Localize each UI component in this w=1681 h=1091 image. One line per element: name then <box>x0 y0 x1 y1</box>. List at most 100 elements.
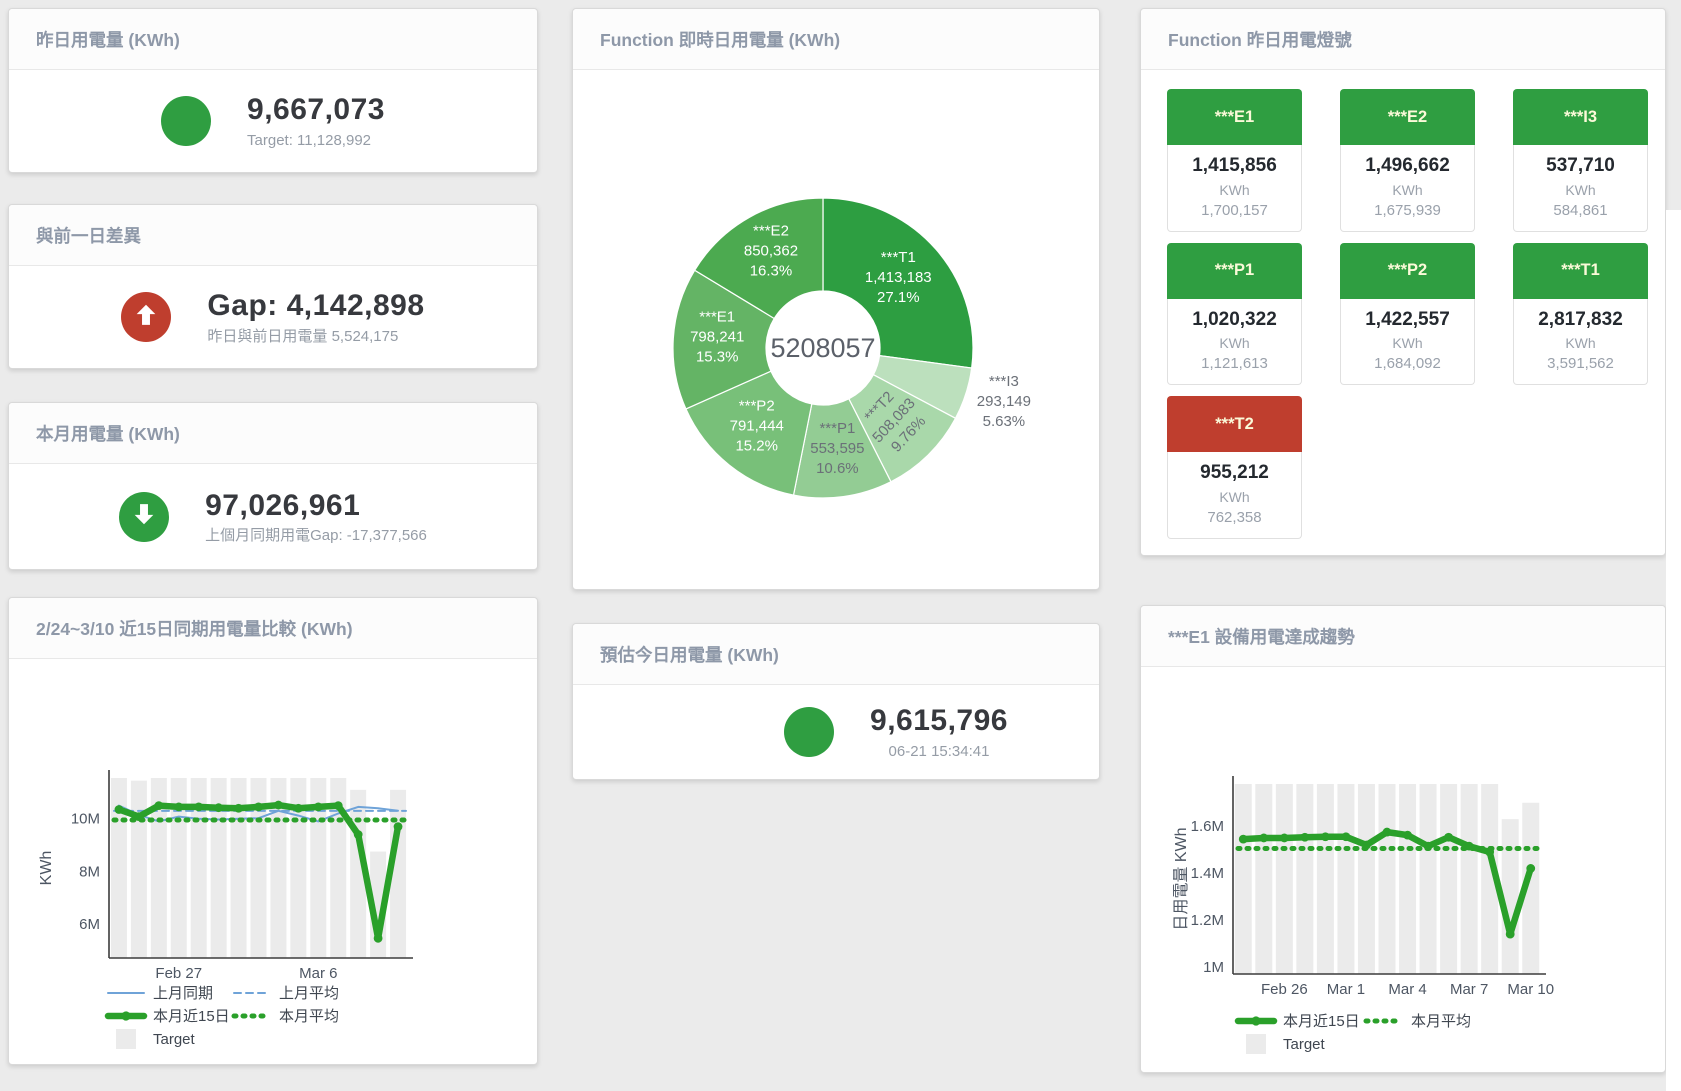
tile-i3-value: 537,710 <box>1546 155 1615 176</box>
svg-text:日用電量 KWh: 日用電量 KWh <box>1173 827 1190 930</box>
svg-text:本月近15日: 本月近15日 <box>1283 1013 1360 1030</box>
svg-text:Feb 27: Feb 27 <box>155 965 202 982</box>
yesterday-status-circle <box>161 96 212 146</box>
tile-e2-unit: KWh <box>1392 181 1423 198</box>
svg-text:1.6M: 1.6M <box>1191 818 1224 835</box>
tile-p2-unit: KWh <box>1392 335 1423 352</box>
yesterday-target: Target: 11,128,992 <box>247 131 371 149</box>
tile-t1-target: 3,591,562 <box>1547 355 1614 373</box>
tile-e2: ***E2 1,496,662 KWh 1,675,939 <box>1340 89 1475 232</box>
tile-t2-unit: KWh <box>1219 488 1250 505</box>
tile-i3-target: 584,861 <box>1553 201 1608 219</box>
svg-text:Feb 26: Feb 26 <box>1261 981 1308 998</box>
e1-trend-chart-card: ***E1 設備用電達成趨勢 1M 1.2M 1.4M 1.6M 日用電量 KWh Feb… <box>1140 605 1666 1073</box>
tile-e1: ***E1 1,415,856 KWh 1,700,157 <box>1167 89 1302 232</box>
svg-text:Mar 4: Mar 4 <box>1388 981 1426 998</box>
tile-e1-value: 1,415,856 <box>1192 155 1277 176</box>
tile-t1-label: ***T1 <box>1513 242 1648 299</box>
month-sub: 上個月同期用電Gap: -17,377,566 <box>205 527 427 545</box>
tile-t2-value: 955,212 <box>1200 462 1269 484</box>
svg-text:本月近15日: 本月近15日 <box>153 1008 230 1025</box>
svg-text:6M: 6M <box>79 916 100 933</box>
day-gap-card: 與前一日差異 Gap: 4,142,898 昨日與前日用電量 5,524,175 <box>8 204 538 369</box>
yesterday-usage-card: 昨日用電量 (KWh) 9,667,073 Target: 11,128,992 <box>8 8 538 173</box>
tile-e1-target: 1,700,157 <box>1201 201 1268 219</box>
tile-t2-target: 762,358 <box>1207 509 1262 527</box>
svg-text:本月平均: 本月平均 <box>279 1008 339 1025</box>
tile-i3-unit: KWh <box>1565 181 1596 198</box>
gap-sub: 昨日與前日用電量 5,524,175 <box>207 327 399 345</box>
tile-e2-label: ***E2 <box>1340 89 1475 145</box>
tile-e2-value: 1,496,662 <box>1365 155 1450 176</box>
estimate-value: 9,615,796 <box>870 704 1008 738</box>
svg-text:本月平均: 本月平均 <box>1411 1013 1471 1030</box>
card-title: ***E1 設備用電達成趨勢 <box>1141 606 1665 667</box>
estimate-status-circle <box>784 707 835 757</box>
tile-t1: ***T1 2,817,832 KWh 3,591,562 <box>1513 242 1648 386</box>
svg-text:1.2M: 1.2M <box>1191 912 1224 929</box>
card-title: 與前一日差異 <box>9 205 537 266</box>
card-title: 本月用電量 (KWh) <box>9 403 537 464</box>
svg-text:1.4M: 1.4M <box>1191 865 1224 882</box>
card-title: Function 即時日用電量 (KWh) <box>573 9 1099 70</box>
tile-p2-label: ***P2 <box>1340 242 1475 299</box>
tile-p1-unit: KWh <box>1219 335 1250 352</box>
tile-i3-label: ***I3 <box>1513 89 1648 145</box>
tile-p1-target: 1,121,613 <box>1201 355 1268 373</box>
month-stat: 97,026,961 上個月同期用電Gap: -17,377,566 <box>9 464 537 569</box>
compare-15day-chart-card: 2/24~3/10 近15日同期用電量比較 (KWh) 6M 8M 10M KWh Fe… <box>8 597 538 1065</box>
estimate-stat: 9,615,796 06-21 15:34:41 <box>633 685 1159 779</box>
tile-i3: ***I3 537,710 KWh 584,861 <box>1513 89 1648 232</box>
status-lights-card: Function 昨日用電燈號 ***E1 1,415,856 KWh 1,70… <box>1140 8 1666 556</box>
tile-e1-unit: KWh <box>1219 181 1250 198</box>
diff-status-circle <box>121 292 172 342</box>
svg-text:Target: Target <box>153 1031 196 1048</box>
scrollbar-track[interactable] <box>1666 210 1681 1091</box>
svg-text:5208057: 5208057 <box>770 333 875 363</box>
estimate-today-card: 預估今日用電量 (KWh) 9,615,796 06-21 15:34:41 <box>572 623 1100 780</box>
svg-text:8M: 8M <box>79 863 100 880</box>
card-title: 昨日用電量 (KWh) <box>9 9 537 70</box>
gap-value: Gap: 4,142,898 <box>207 289 425 323</box>
tile-p1-label: ***P1 <box>1167 242 1302 299</box>
tile-t1-unit: KWh <box>1565 335 1596 352</box>
tile-p2-value: 1,422,557 <box>1365 308 1450 330</box>
up-arrow-icon <box>132 301 160 334</box>
month-value: 97,026,961 <box>205 488 361 522</box>
svg-text:Mar 1: Mar 1 <box>1327 981 1365 998</box>
realtime-donut-card: Function 即時日用電量 (KWh) ***T1 1,413,183 27.1… <box>572 8 1100 590</box>
tile-p1: ***P1 1,020,322 KWh 1,121,613 <box>1167 242 1302 386</box>
svg-text:KWh: KWh <box>38 851 55 886</box>
tile-e1-label: ***E1 <box>1167 89 1302 145</box>
month-usage-card: 本月用電量 (KWh) 97,026,961 上個月同期用電Gap: -17,3… <box>8 402 538 570</box>
tile-p2-target: 1,684,092 <box>1374 355 1441 373</box>
status-tiles-grid: ***E1 1,415,856 KWh 1,700,157 ***E2 1,49… <box>1141 70 1665 539</box>
svg-text:Target: Target <box>1283 1036 1326 1053</box>
tile-p1-value: 1,020,322 <box>1192 308 1277 330</box>
svg-text:Mar 10: Mar 10 <box>1507 981 1554 998</box>
tile-t2-label: ***T2 <box>1167 396 1302 453</box>
svg-text:Mar 6: Mar 6 <box>299 965 337 982</box>
svg-text:10M: 10M <box>71 811 100 828</box>
tile-t1-value: 2,817,832 <box>1538 308 1623 330</box>
card-title: Function 昨日用電燈號 <box>1141 9 1665 70</box>
svg-text:上月同期: 上月同期 <box>153 985 213 1002</box>
month-status-circle <box>119 491 170 542</box>
svg-text:上月平均: 上月平均 <box>279 985 339 1002</box>
estimate-timestamp: 06-21 15:34:41 <box>888 742 990 760</box>
card-title: 2/24~3/10 近15日同期用電量比較 (KWh) <box>9 598 537 659</box>
svg-text:Mar 7: Mar 7 <box>1450 981 1488 998</box>
yesterday-stat: 9,667,073 Target: 11,128,992 <box>9 70 537 172</box>
tile-p2: ***P2 1,422,557 KWh 1,684,092 <box>1340 242 1475 386</box>
down-arrow-icon <box>130 500 158 533</box>
tile-e2-target: 1,675,939 <box>1374 201 1441 219</box>
day-gap-stat: Gap: 4,142,898 昨日與前日用電量 5,524,175 <box>9 266 537 368</box>
